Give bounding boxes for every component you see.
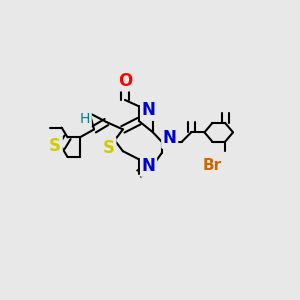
Text: N: N [142, 101, 155, 119]
Text: Br: Br [203, 158, 222, 173]
Text: N: N [142, 157, 155, 175]
Text: S: S [49, 137, 61, 155]
Text: S: S [103, 139, 115, 157]
Text: N: N [163, 129, 177, 147]
Text: H: H [80, 112, 90, 126]
Text: O: O [118, 72, 132, 90]
